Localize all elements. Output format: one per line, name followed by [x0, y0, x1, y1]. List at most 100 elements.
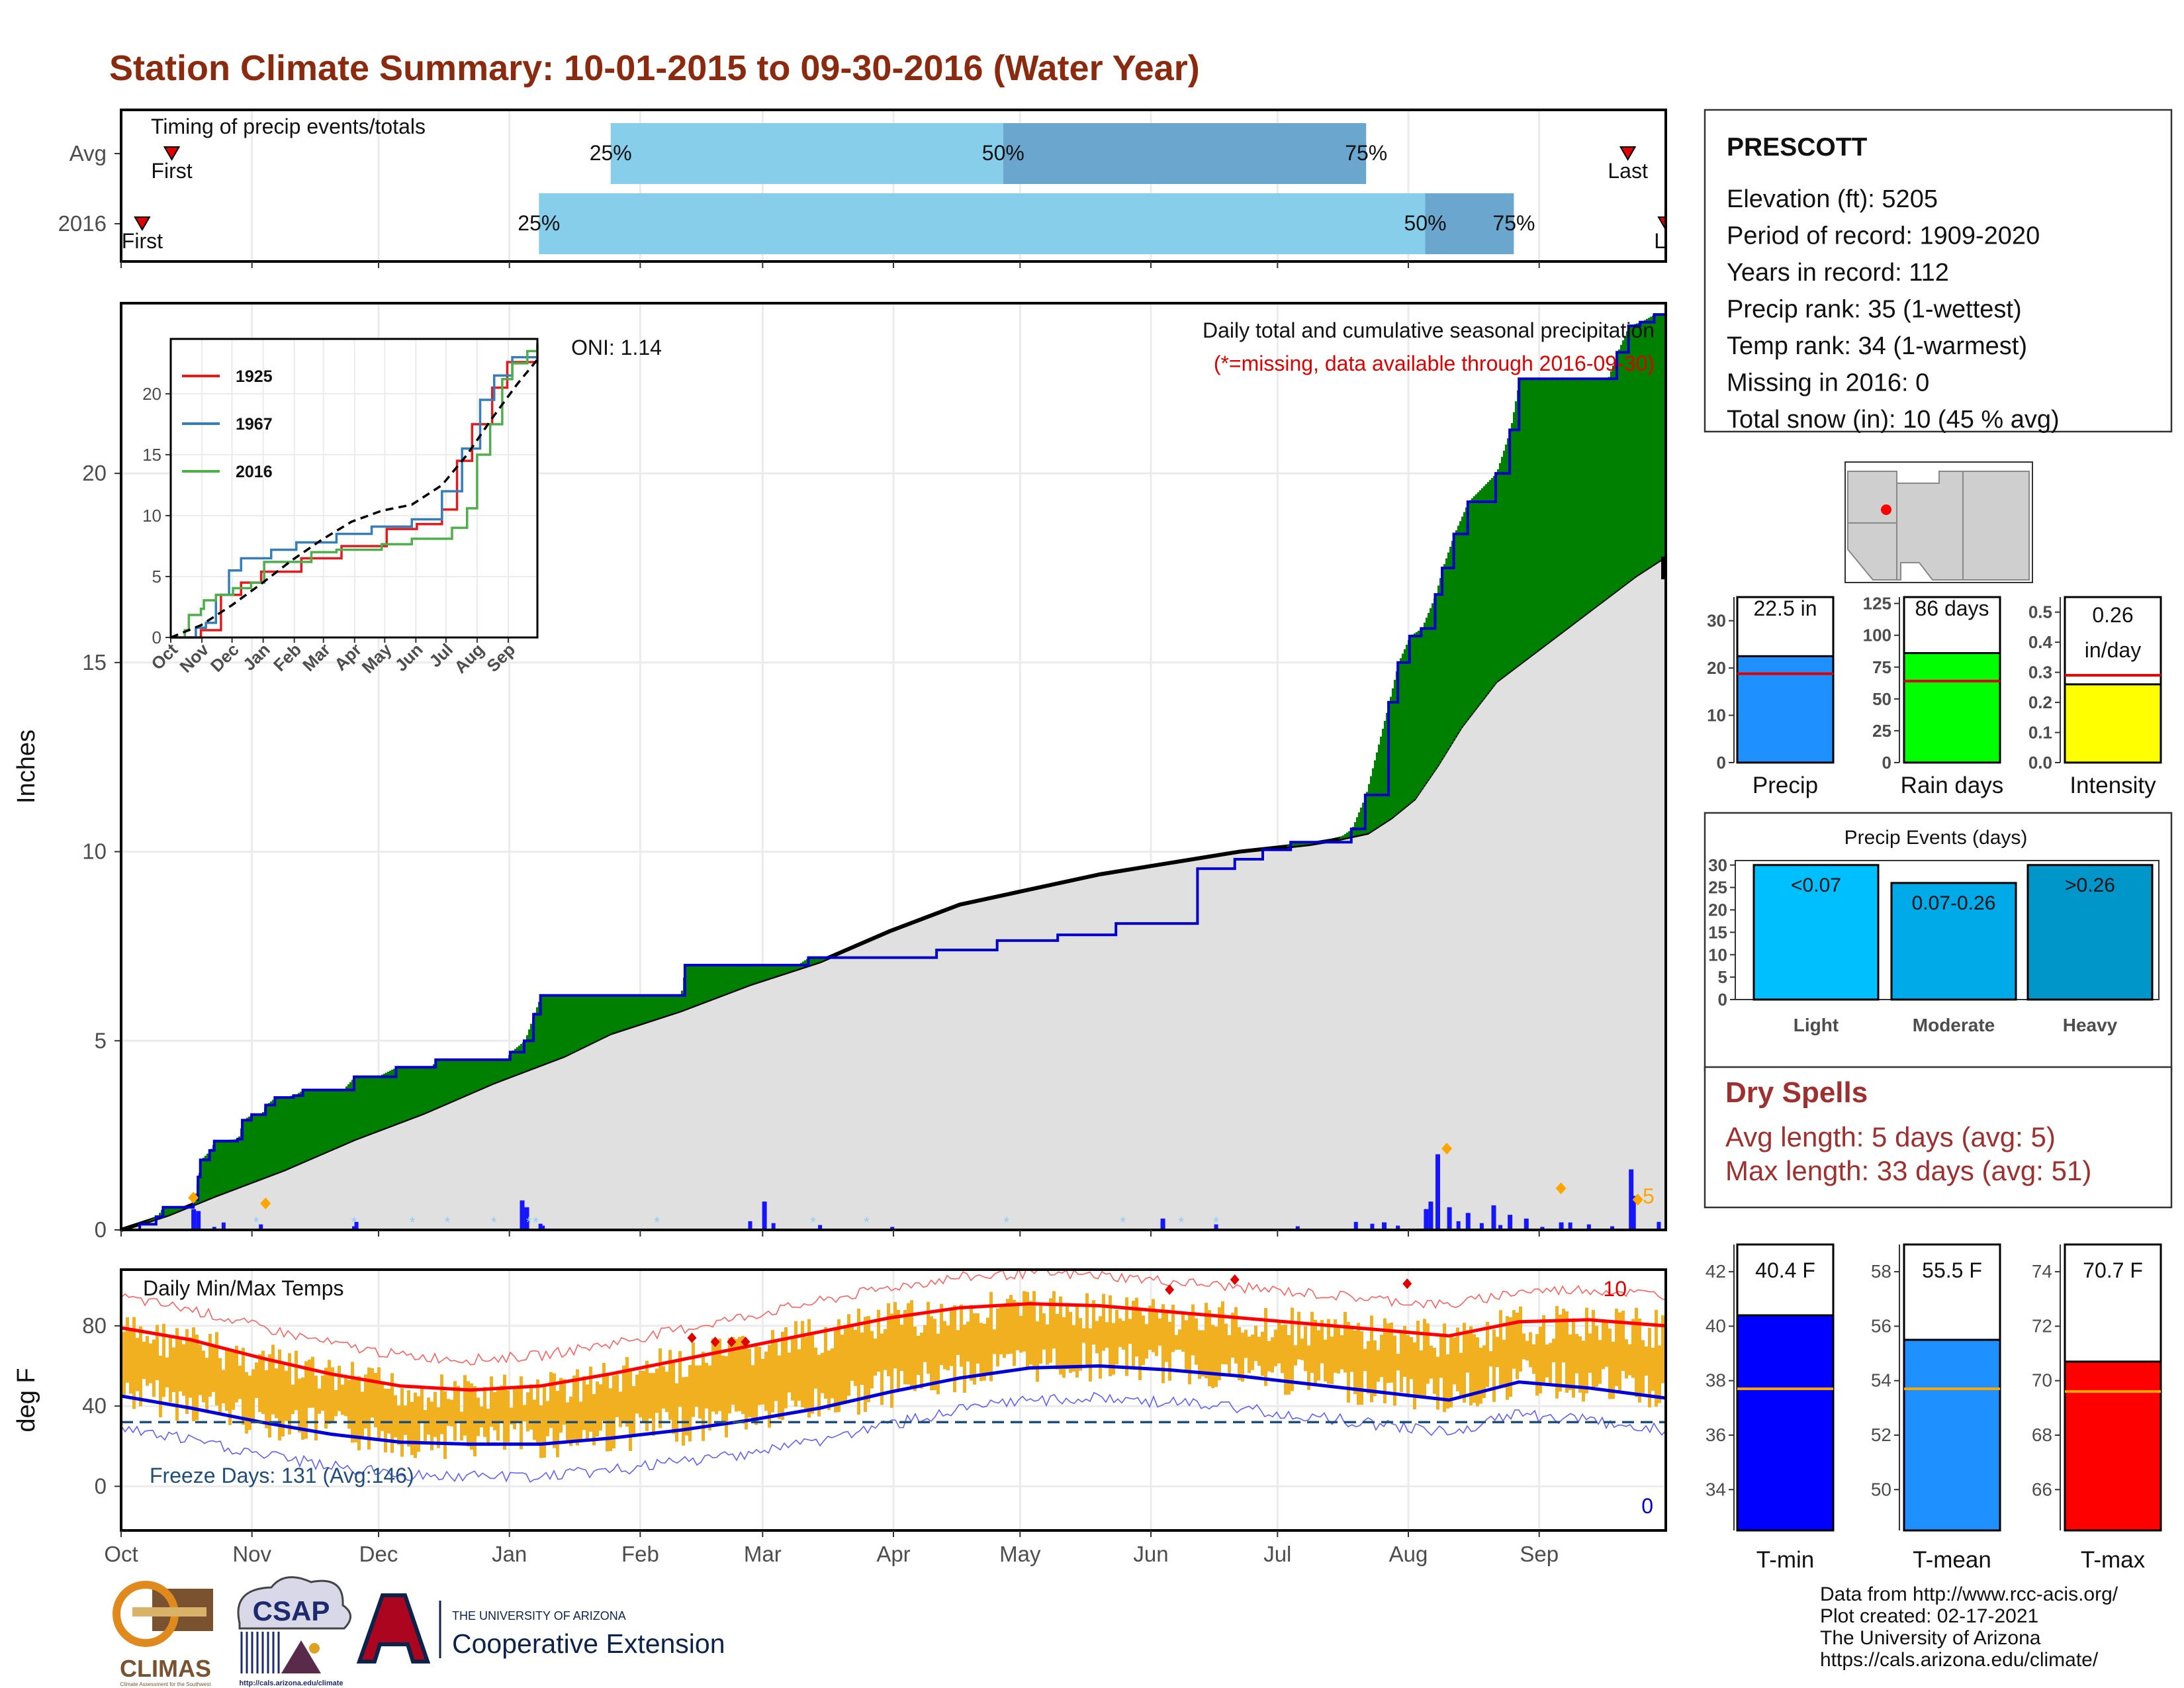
- above-normal-fill: [222, 1140, 225, 1193]
- daily-temp-bar: [1191, 1304, 1195, 1356]
- above-normal-fill: [1549, 379, 1551, 641]
- daily-temp-bar: [222, 1370, 225, 1403]
- above-normal-fill: [796, 965, 799, 970]
- above-normal-fill: [1439, 578, 1442, 762]
- precip-event-bar: [2026, 864, 2154, 1001]
- above-normal-fill: [242, 1120, 245, 1186]
- daily-temp-bar: [834, 1328, 837, 1413]
- temp-summary-label: T-min: [1756, 1547, 1815, 1573]
- month-tick-label: Apr: [876, 1542, 910, 1566]
- daily-temp-bar: [1072, 1325, 1075, 1372]
- daily-temp-bar: [1178, 1329, 1181, 1350]
- above-normal-fill: [260, 1114, 263, 1179]
- daily-temp-bar: [179, 1339, 182, 1391]
- daily-temp-bar: [162, 1323, 165, 1397]
- above-normal-fill: [512, 1050, 515, 1076]
- above-normal-fill: [421, 1067, 424, 1114]
- above-normal-fill: [751, 965, 753, 984]
- daily-temp-bar: [877, 1309, 880, 1372]
- daily-temp-bar: [682, 1377, 685, 1446]
- daily-precip-bar: [1524, 1218, 1529, 1230]
- daily-temp-bar: [477, 1397, 480, 1436]
- above-normal-fill: [1519, 379, 1522, 664]
- dry-spells-title: Dry Spells: [1725, 1076, 1868, 1109]
- state-shapes: [1847, 471, 2030, 581]
- above-normal-fill: [518, 1045, 521, 1074]
- quartile-label-50: 50%: [982, 141, 1024, 165]
- daily-temp-bar: [831, 1348, 834, 1399]
- daily-temp-bar: [1185, 1320, 1188, 1374]
- daily-temp-bar: [1492, 1329, 1496, 1402]
- daily-temp-bar: [927, 1301, 930, 1374]
- daily-temp-bar: [1201, 1330, 1205, 1377]
- daily-temp-bar: [1565, 1311, 1569, 1393]
- above-normal-fill: [357, 1076, 360, 1138]
- daily-temp-bar: [258, 1354, 261, 1412]
- above-normal-fill: [645, 995, 648, 1022]
- daily-temp-bar: [536, 1379, 539, 1446]
- above-normal-fill: [256, 1114, 259, 1180]
- daily-temp-bar: [417, 1396, 420, 1452]
- daily-temp-bar: [1396, 1354, 1400, 1371]
- daily-temp-bar: [692, 1342, 695, 1417]
- record-high-marker: [687, 1333, 697, 1344]
- daily-temp-bar: [1208, 1310, 1211, 1387]
- above-normal-fill: [1604, 379, 1607, 600]
- daily-temp-bar: [1161, 1304, 1165, 1383]
- daily-temp-bar: [1307, 1345, 1310, 1390]
- daily-temp-bar: [1658, 1345, 1661, 1403]
- above-normal-fill: [365, 1076, 368, 1135]
- snow-marker: *: [253, 1214, 259, 1231]
- above-normal-fill: [687, 965, 690, 1008]
- daily-temp-bar: [354, 1380, 357, 1442]
- above-normal-fill: [1433, 598, 1436, 771]
- above-normal-fill: [206, 1153, 209, 1199]
- above-normal-fill: [760, 965, 763, 981]
- daily-temp-bar: [328, 1360, 331, 1425]
- daily-temp-bar: [486, 1409, 490, 1443]
- daily-temp-bar: [1142, 1315, 1145, 1366]
- above-normal-fill: [431, 1067, 433, 1110]
- station-location-dot: [1881, 504, 1891, 515]
- daily-temp-bar: [1367, 1340, 1370, 1394]
- daily-temp-bar: [1158, 1318, 1161, 1346]
- daily-temp-bar: [1195, 1318, 1198, 1365]
- above-normal-fill: [790, 965, 793, 971]
- first-event-label: First: [122, 229, 163, 253]
- above-normal-fill: [538, 1002, 541, 1066]
- daily-temp-bar: [467, 1381, 470, 1446]
- daily-temp-bar: [599, 1384, 602, 1431]
- above-normal-fill: [1529, 379, 1531, 657]
- daily-precip-bar: [352, 1226, 357, 1230]
- above-normal-fill: [544, 995, 547, 1064]
- daily-temp-bar: [596, 1382, 599, 1437]
- above-normal-fill: [1650, 316, 1653, 567]
- above-normal-fill: [1515, 401, 1518, 667]
- above-normal-fill: [439, 1059, 441, 1107]
- daily-temp-bar: [1439, 1336, 1443, 1378]
- panel-edge-mask: [1667, 107, 1694, 265]
- daily-temp-bar: [1463, 1323, 1466, 1403]
- daily-temp-bar: [205, 1358, 208, 1413]
- daily-temp-bar: [748, 1348, 751, 1417]
- daily-temp-bar: [1383, 1318, 1387, 1403]
- daily-temp-bar: [1125, 1297, 1128, 1376]
- above-normal-fill: [326, 1090, 328, 1152]
- daily-temp-bar: [1618, 1312, 1621, 1392]
- above-normal-fill: [1638, 322, 1641, 574]
- heavy-event-marker: [1441, 1143, 1453, 1155]
- above-normal-fill: [226, 1140, 229, 1192]
- daily-temp-bar: [622, 1365, 625, 1423]
- above-normal-fill: [667, 995, 670, 1015]
- daily-temp-bar: [1029, 1301, 1032, 1365]
- daily-temp-bar: [238, 1366, 242, 1399]
- above-normal-fill: [488, 1059, 491, 1085]
- daily-temp-bar: [1641, 1340, 1645, 1393]
- temp-summary-bar: [1903, 1338, 2001, 1532]
- daily-temp-bar: [1271, 1337, 1274, 1373]
- inset-y-tick-label: 5: [152, 567, 161, 586]
- above-normal-fill: [286, 1096, 289, 1169]
- above-normal-fill: [332, 1090, 334, 1149]
- daily-temp-bar: [1165, 1309, 1168, 1362]
- daily-temp-bar: [751, 1365, 754, 1423]
